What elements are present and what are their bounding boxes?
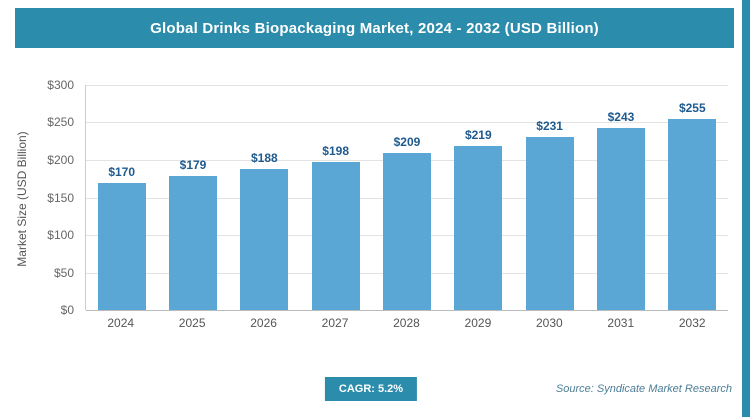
bar <box>668 118 717 310</box>
bar-column: $179 <box>157 85 228 310</box>
bar-value-label: $243 <box>607 109 635 124</box>
y-tick-label: $150 <box>47 190 74 205</box>
bar-column: $231 <box>514 85 585 310</box>
gridline <box>86 122 728 124</box>
right-accent-strip <box>742 0 750 417</box>
bar-column: $255 <box>657 85 728 310</box>
x-tick-label: 2024 <box>107 316 135 330</box>
bar <box>454 145 503 310</box>
y-tick-label: $50 <box>53 265 74 280</box>
x-tick-label: 2026 <box>250 316 277 330</box>
bar <box>382 153 431 310</box>
bar <box>596 127 645 310</box>
y-tick-label: $200 <box>47 152 74 167</box>
cagr-badge: CAGR: 5.2% <box>324 377 418 401</box>
x-tick-label: 2030 <box>535 316 563 330</box>
y-tick-label: $250 <box>47 115 74 130</box>
bar-value-label: $170 <box>108 164 136 179</box>
bar <box>525 136 574 310</box>
x-tick-label: 2031 <box>607 316 635 330</box>
bar-column: $243 <box>585 85 656 310</box>
x-tick-label: 2028 <box>393 316 420 330</box>
bar-chart: Market Size (USD Billion) $300 $250 $200 $1… <box>0 70 742 335</box>
bar-value-label: $179 <box>179 157 207 172</box>
bar <box>168 175 217 310</box>
bar-value-label: $188 <box>250 151 278 165</box>
x-tick-label: 2027 <box>321 316 349 330</box>
bar <box>97 182 146 310</box>
bar-column: $198 <box>300 85 371 310</box>
y-axis-ticks: $300 $250 $200 $150 $100 $50 $0 <box>36 78 80 317</box>
bar-column: $219 <box>443 85 514 310</box>
bar-column: $188 <box>229 85 300 310</box>
bar-column: $209 <box>371 85 442 310</box>
x-tick-label: 2032 <box>678 316 706 330</box>
bar-value-label: $231 <box>536 118 563 133</box>
gridline <box>86 85 728 86</box>
chart-title: Global Drinks Biopackaging Market, 2024 … <box>15 8 734 48</box>
bar <box>311 161 360 310</box>
bar <box>240 169 289 310</box>
y-tick-label: $0 <box>60 303 74 317</box>
x-tick-label: 2025 <box>178 316 206 330</box>
bars-row: $170 $179 $188 $198 $209 $219 $231 $243 $255 <box>86 85 728 310</box>
y-axis-label: Market Size (USD Billion) <box>15 131 29 267</box>
x-axis-line <box>86 310 728 311</box>
plot-area: $170 $179 $188 $198 $209 $219 $231 $243 $255 <box>85 85 728 311</box>
source-attribution: Source: Syndicate Market Research <box>555 383 732 395</box>
bar-value-label: $219 <box>464 127 492 142</box>
bar-value-label: $209 <box>393 135 421 150</box>
footer: CAGR: 5.2% Source: Syndicate Market Rese… <box>0 377 742 403</box>
y-tick-label: $300 <box>47 78 74 92</box>
y-tick-label: $100 <box>47 227 74 242</box>
bar-value-label: $198 <box>322 143 349 158</box>
bar-value-label: $255 <box>678 100 706 115</box>
x-tick-label: 2029 <box>464 316 492 330</box>
bar-column: $170 <box>86 85 157 310</box>
x-axis-labels: 2024 2025 2026 2027 2028 2029 2030 2031 2032 <box>85 316 728 330</box>
